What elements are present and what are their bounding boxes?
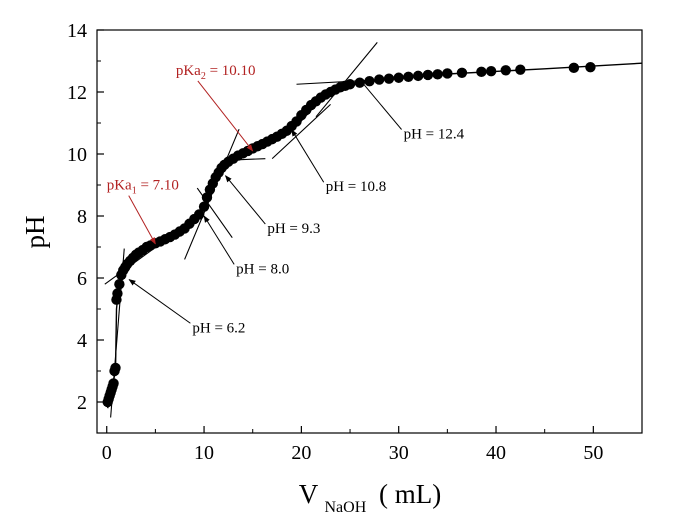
y-tick-label-2: 6 bbox=[77, 268, 87, 290]
y-tick-label-5: 12 bbox=[67, 82, 87, 104]
annotation-label-6-sub: 2 bbox=[201, 71, 206, 82]
x-tick-label-5: 50 bbox=[583, 442, 603, 464]
tangent-line-6 bbox=[315, 42, 378, 118]
annotations-layer: pH = 6.2 pH = 8.0 pH = 9.3 pH = 10.8 pH = 12… bbox=[107, 63, 465, 336]
annotation-arrow-3 bbox=[291, 129, 325, 183]
fit-curve-layer bbox=[107, 62, 642, 409]
data-point-0-8 bbox=[110, 362, 121, 374]
data-point-0-76 bbox=[442, 68, 453, 79]
annotation-label-5-sub: 1 bbox=[132, 186, 137, 197]
data-point-0-6 bbox=[108, 378, 119, 389]
x-axis-title-units: ( mL) bbox=[379, 479, 441, 509]
annotation-arrow-6 bbox=[197, 80, 254, 152]
data-point-0-66 bbox=[344, 79, 356, 90]
data-point-0-69 bbox=[374, 74, 385, 85]
fit-curve bbox=[107, 62, 642, 409]
data-point-0-82 bbox=[568, 62, 580, 74]
annotation-label-4: pH = 12.4 bbox=[404, 127, 465, 143]
annotation-label-6-rest: = 10.10 bbox=[206, 63, 256, 79]
x-tick-label-2: 20 bbox=[291, 442, 311, 464]
y-tick-label-4: 10 bbox=[67, 144, 87, 166]
data-point-0-67 bbox=[354, 77, 365, 88]
annotation-label-5-rest: = 7.10 bbox=[137, 178, 179, 194]
annotation-label-6-main: pKa bbox=[176, 63, 201, 79]
data-point-0-68 bbox=[364, 75, 375, 87]
y-tick-label-0: 2 bbox=[77, 392, 87, 414]
data-point-0-32 bbox=[193, 209, 205, 220]
data-point-0-71 bbox=[393, 72, 404, 83]
data-point-0-75 bbox=[432, 69, 443, 80]
x-tick-label-4: 40 bbox=[486, 442, 506, 464]
x-tick-label-1: 10 bbox=[194, 442, 214, 464]
annotation-label-2: pH = 9.3 bbox=[267, 221, 320, 237]
data-point-0-83 bbox=[585, 61, 596, 73]
annotation-label-5: pKa1 = 7.10 bbox=[107, 178, 179, 197]
x-axis-title-sub: NaOH bbox=[325, 499, 367, 516]
x-axis-title-main: V bbox=[299, 479, 319, 509]
tangent-lines-layer bbox=[104, 42, 409, 418]
data-point-0-79 bbox=[485, 66, 497, 77]
annotation-arrow-2 bbox=[225, 175, 266, 225]
data-point-0-81 bbox=[515, 64, 526, 75]
y-tick-label-6: 14 bbox=[67, 20, 87, 42]
y-tick-label-3: 8 bbox=[77, 206, 87, 228]
annotation-arrow-4 bbox=[359, 79, 402, 130]
data-point-0-77 bbox=[456, 67, 468, 78]
data-point-0-78 bbox=[476, 66, 487, 78]
data-point-0-72 bbox=[403, 71, 414, 83]
x-tick-label-3: 30 bbox=[389, 442, 409, 464]
annotation-arrow-1 bbox=[203, 215, 235, 265]
data-point-0-74 bbox=[422, 69, 434, 81]
tangent-line-5 bbox=[271, 103, 331, 160]
x-tick-label-0: 0 bbox=[102, 442, 112, 464]
data-point-0-80 bbox=[500, 65, 511, 76]
data-point-0-11 bbox=[114, 279, 125, 290]
annotation-label-6: pKa2 = 10.10 bbox=[176, 63, 256, 82]
data-point-0-73 bbox=[412, 70, 424, 82]
data-point-0-10 bbox=[112, 288, 123, 299]
annotation-label-0: pH = 6.2 bbox=[192, 320, 245, 336]
data-points-layer bbox=[102, 61, 596, 408]
annotation-arrow-0 bbox=[128, 279, 191, 324]
y-tick-label-1: 4 bbox=[77, 330, 87, 352]
annotation-label-5-main: pKa bbox=[107, 178, 132, 194]
data-point-0-33 bbox=[198, 201, 210, 212]
y-axis-title: pH bbox=[20, 216, 50, 249]
x-axis-title: V NaOH ( mL) bbox=[299, 479, 442, 518]
annotation-label-1: pH = 8.0 bbox=[236, 261, 289, 277]
data-point-0-70 bbox=[383, 73, 395, 84]
plot-frame bbox=[96, 29, 643, 434]
annotation-label-3: pH = 10.8 bbox=[326, 179, 387, 195]
annotation-arrow-5 bbox=[128, 195, 156, 245]
